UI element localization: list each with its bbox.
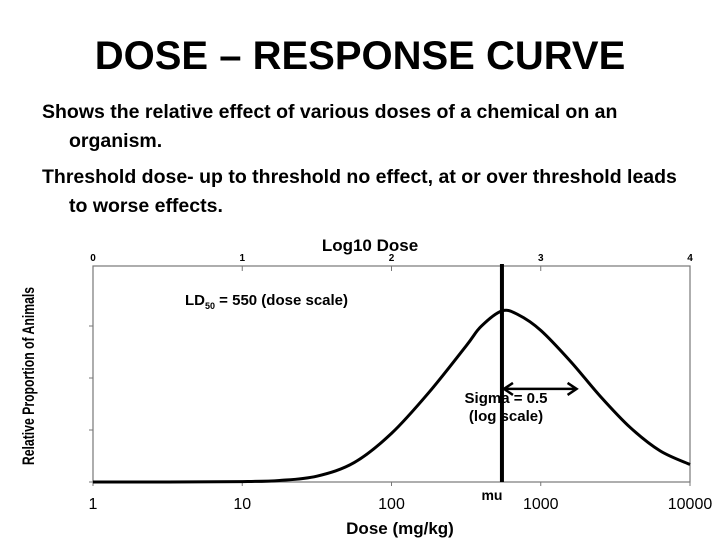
sigma-label-line2: (log scale)	[469, 408, 543, 425]
dose-response-curve	[92, 308, 691, 484]
bottom-tick-label: 10	[233, 496, 251, 513]
bullet-threshold: Threshold dose- up to threshold no effec…	[42, 166, 677, 217]
bullet-list: Shows the relative effect of various dos…	[42, 98, 682, 228]
bottom-axis-label: Dose (mg/kg)	[346, 519, 454, 538]
y-tick-marks	[89, 325, 93, 483]
median-label: mu	[481, 487, 502, 503]
ld50-suffix: = 550 (dose scale)	[215, 292, 348, 309]
ld50-annotation: LD50 = 550 (dose scale)	[185, 292, 348, 311]
top-tick-label: 4	[687, 253, 693, 264]
top-tick-label: 2	[389, 253, 395, 264]
bottom-tick-label: 1000	[523, 496, 559, 513]
plot-frame	[92, 265, 691, 483]
bottom-tick-label: 10000	[668, 496, 713, 513]
slide-title: DOSE – RESPONSE CURVE	[94, 34, 626, 78]
sigma-arrowhead-left	[501, 381, 514, 396]
top-ticks-marks	[92, 266, 691, 271]
bullet-description: Shows the relative effect of various dos…	[42, 101, 618, 152]
sigma-label-line1: Sigma = 0.5	[465, 390, 548, 407]
dose-response-chart: Log10 Dose 0 1 2 3 4 1 10 100 1000 10000 Dose (m…	[20, 236, 713, 538]
top-tick-label: 1	[239, 253, 245, 264]
bottom-tick-label: 1	[89, 496, 98, 513]
y-axis-label: Relative Proportion of Animals	[20, 287, 38, 465]
ld50-subscript: 50	[205, 301, 215, 311]
bottom-tick-label: 100	[378, 496, 405, 513]
bottom-tick-labels: 1 10 100 1000 10000	[89, 496, 713, 513]
top-tick-labels: 0 1 2 3 4	[90, 253, 693, 264]
sigma-arrowhead-right	[566, 381, 579, 396]
top-axis-label: Log10 Dose	[322, 236, 418, 255]
ld50-prefix: LD	[185, 292, 205, 309]
top-tick-label: 3	[538, 253, 544, 264]
top-tick-label: 0	[90, 253, 96, 264]
